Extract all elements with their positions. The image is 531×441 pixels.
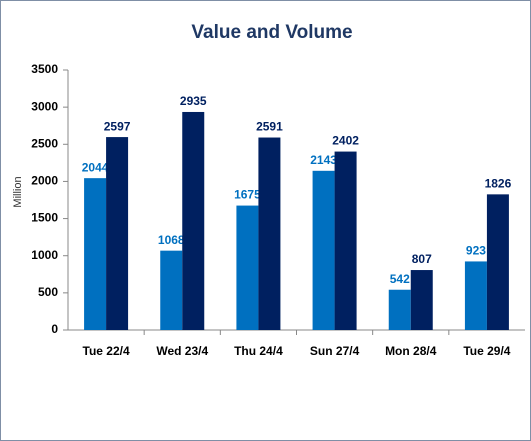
x-tick-label: Tue 29/4 xyxy=(463,344,510,358)
value-label: 2143 xyxy=(310,153,337,167)
bar xyxy=(258,137,281,330)
bar xyxy=(388,289,411,330)
y-tick-label: 3000 xyxy=(31,99,58,113)
bar xyxy=(410,270,433,330)
y-tick-label: 3500 xyxy=(31,62,58,76)
bar xyxy=(486,194,509,330)
bar xyxy=(236,205,259,330)
value-label: 542 xyxy=(390,272,410,286)
bar xyxy=(312,170,335,330)
bar xyxy=(334,151,357,330)
value-label: 2402 xyxy=(332,134,359,148)
bar xyxy=(182,111,205,330)
x-tick-label: Tue 22/4 xyxy=(83,344,130,358)
bar xyxy=(160,250,183,330)
x-tick-label: Mon 28/4 xyxy=(385,344,437,358)
value-label: 1675 xyxy=(234,188,261,202)
y-tick-label: 2000 xyxy=(31,174,58,188)
value-label: 923 xyxy=(466,244,486,258)
y-tick-label: 2500 xyxy=(31,136,58,150)
value-label: 2044 xyxy=(82,160,109,174)
chart-title: Value and Volume xyxy=(191,22,352,43)
x-tick-label: Sun 27/4 xyxy=(310,344,360,358)
y-tick-label: 1500 xyxy=(31,211,58,225)
y-tick-label: 1000 xyxy=(31,248,58,262)
value-label: 1068 xyxy=(158,233,185,247)
value-label: 2935 xyxy=(180,94,207,108)
value-label: 2591 xyxy=(256,120,283,134)
value-label: 807 xyxy=(412,252,432,266)
y-axis-label: Million xyxy=(12,176,24,207)
value-label: 1826 xyxy=(485,177,512,191)
bar xyxy=(464,261,487,330)
x-tick-label: Thu 24/4 xyxy=(234,344,283,358)
value-label: 2597 xyxy=(104,119,131,133)
bar xyxy=(84,178,107,330)
x-tick-label: Wed 23/4 xyxy=(156,344,208,358)
y-tick-label: 500 xyxy=(38,285,58,299)
bar xyxy=(106,137,129,330)
y-tick-label: 0 xyxy=(51,322,58,336)
